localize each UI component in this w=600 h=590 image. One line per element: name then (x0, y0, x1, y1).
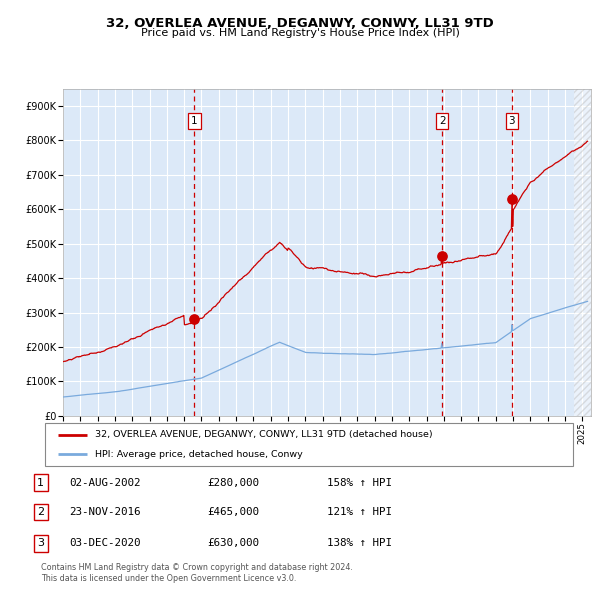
Point (190, 314, 199, 324)
Text: 2: 2 (37, 507, 44, 517)
Point (437, 251, 446, 260)
Text: £280,000: £280,000 (207, 478, 259, 487)
FancyBboxPatch shape (45, 423, 573, 466)
Point (507, 194, 517, 204)
Text: 1: 1 (37, 478, 44, 487)
Text: 3: 3 (508, 116, 515, 126)
Text: 2: 2 (439, 116, 445, 126)
Text: 03-DEC-2020: 03-DEC-2020 (69, 539, 140, 548)
Text: 02-AUG-2002: 02-AUG-2002 (69, 478, 140, 487)
Text: 32, OVERLEA AVENUE, DEGANWY, CONWY, LL31 9TD: 32, OVERLEA AVENUE, DEGANWY, CONWY, LL31… (106, 17, 494, 30)
Text: £630,000: £630,000 (207, 539, 259, 548)
Text: 158% ↑ HPI: 158% ↑ HPI (327, 478, 392, 487)
Text: 138% ↑ HPI: 138% ↑ HPI (327, 539, 392, 548)
Text: Contains HM Land Registry data © Crown copyright and database right 2024.: Contains HM Land Registry data © Crown c… (41, 563, 353, 572)
Text: 1: 1 (191, 116, 197, 126)
Text: 23-NOV-2016: 23-NOV-2016 (69, 507, 140, 517)
Text: 121% ↑ HPI: 121% ↑ HPI (327, 507, 392, 517)
Text: This data is licensed under the Open Government Licence v3.0.: This data is licensed under the Open Gov… (41, 574, 296, 583)
Text: Price paid vs. HM Land Registry's House Price Index (HPI): Price paid vs. HM Land Registry's House … (140, 28, 460, 38)
Text: HPI: Average price, detached house, Conwy: HPI: Average price, detached house, Conw… (95, 450, 303, 459)
Text: £465,000: £465,000 (207, 507, 259, 517)
Text: 3: 3 (37, 539, 44, 548)
Text: 32, OVERLEA AVENUE, DEGANWY, CONWY, LL31 9TD (detached house): 32, OVERLEA AVENUE, DEGANWY, CONWY, LL31… (95, 430, 433, 439)
